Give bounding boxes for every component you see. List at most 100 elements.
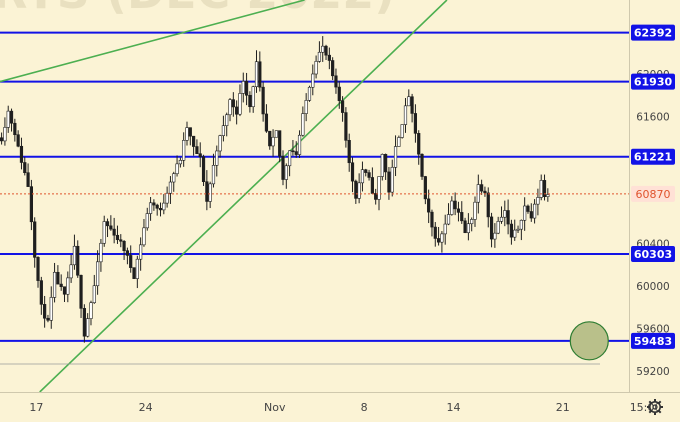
settings-button[interactable] bbox=[647, 399, 663, 415]
candle-body bbox=[297, 134, 302, 155]
candle-body bbox=[529, 211, 533, 219]
candle-body bbox=[354, 180, 358, 199]
level-badge bbox=[631, 245, 675, 262]
candle-body bbox=[89, 302, 93, 319]
candle-body bbox=[172, 173, 176, 183]
candle-body bbox=[59, 283, 63, 288]
candle-body bbox=[350, 162, 355, 182]
candle-body bbox=[46, 317, 50, 321]
candle-body bbox=[377, 176, 381, 200]
candle-body bbox=[129, 255, 133, 268]
candle-body bbox=[513, 229, 517, 238]
candle-body bbox=[0, 137, 4, 142]
candle-body bbox=[519, 219, 523, 230]
candle-body bbox=[49, 297, 53, 321]
candle-body bbox=[340, 100, 345, 113]
candle-body bbox=[523, 205, 527, 221]
candle-body bbox=[440, 233, 444, 243]
candle-body bbox=[317, 51, 322, 62]
price-tick-label: 59200 bbox=[636, 366, 669, 378]
price-tick-label: 60000 bbox=[636, 281, 669, 293]
candle-body bbox=[13, 122, 17, 136]
price-axis[interactable]: 620006160060400600005960059200 bbox=[636, 69, 669, 378]
candle-body bbox=[43, 304, 47, 319]
candle-body bbox=[52, 271, 57, 298]
candle-body bbox=[99, 242, 103, 263]
candle-body bbox=[182, 140, 186, 161]
level-lines bbox=[0, 31, 629, 342]
candle-body bbox=[387, 171, 391, 193]
candle-body bbox=[311, 73, 315, 88]
candle-body bbox=[331, 60, 335, 77]
candle-body bbox=[244, 81, 249, 96]
candle-body bbox=[443, 223, 447, 235]
candle-body bbox=[39, 280, 43, 305]
trend-line[interactable] bbox=[0, 0, 305, 83]
candle-body bbox=[195, 146, 199, 155]
candle-body bbox=[370, 177, 374, 194]
time-tick-label: 14 bbox=[447, 401, 461, 414]
candle-body bbox=[26, 172, 30, 187]
candle-body bbox=[139, 244, 143, 260]
candle-body bbox=[393, 146, 398, 168]
candle-body bbox=[165, 192, 169, 204]
candle-body bbox=[532, 203, 537, 219]
candle-body bbox=[423, 176, 427, 200]
candle-body bbox=[16, 134, 20, 147]
candle-body bbox=[33, 221, 37, 258]
time-tick-label: 8 bbox=[361, 401, 368, 414]
candle-body bbox=[456, 208, 461, 213]
candle-body bbox=[453, 200, 457, 210]
candle-body bbox=[198, 153, 202, 158]
current-price-badge-bg bbox=[631, 185, 675, 202]
candle-body bbox=[228, 99, 232, 116]
target-marker[interactable] bbox=[569, 321, 609, 361]
candle-body bbox=[148, 202, 153, 214]
candle-body bbox=[486, 192, 490, 218]
candle-body bbox=[324, 45, 328, 56]
candle-body bbox=[357, 182, 361, 199]
candle-body bbox=[334, 75, 338, 88]
time-axis[interactable]: 17 24 Nov 8 14 21 15:00 bbox=[29, 401, 661, 414]
candle-body bbox=[407, 96, 411, 107]
candle-body bbox=[79, 274, 83, 309]
candle-body bbox=[384, 154, 388, 173]
candle-body bbox=[546, 194, 550, 197]
candle-body bbox=[155, 204, 159, 209]
candle-body bbox=[178, 160, 182, 165]
candle-body bbox=[36, 257, 40, 281]
candle-body bbox=[390, 166, 394, 193]
candle-body bbox=[446, 214, 451, 225]
candle-body bbox=[69, 264, 73, 279]
trend-line[interactable] bbox=[39, 0, 448, 393]
candle-body bbox=[291, 150, 295, 153]
candle-body bbox=[364, 169, 368, 173]
candle-body bbox=[304, 100, 308, 114]
candle-body bbox=[192, 135, 196, 147]
candles bbox=[0, 36, 550, 343]
candle-body bbox=[19, 145, 24, 163]
candle-body bbox=[499, 216, 504, 222]
price-tick-label: 59600 bbox=[636, 323, 669, 335]
time-tick-label: Nov bbox=[264, 401, 286, 414]
candle-body bbox=[86, 318, 90, 337]
time-tick-label: 24 bbox=[139, 401, 153, 414]
candle-body bbox=[367, 172, 371, 178]
candle-body bbox=[135, 258, 139, 279]
candle-body bbox=[466, 223, 470, 234]
candle-body bbox=[56, 271, 60, 285]
candle-body bbox=[347, 140, 351, 164]
candle-body bbox=[175, 163, 179, 175]
candle-body bbox=[109, 225, 113, 230]
candle-body bbox=[105, 221, 110, 227]
time-tick-label: 17 bbox=[29, 401, 43, 414]
candle-body bbox=[463, 220, 467, 234]
candle-body bbox=[281, 155, 285, 180]
candle-body bbox=[188, 127, 192, 137]
candle-body bbox=[82, 308, 86, 337]
candle-body bbox=[201, 156, 206, 183]
candle-body bbox=[211, 165, 216, 185]
candle-body bbox=[145, 213, 149, 229]
